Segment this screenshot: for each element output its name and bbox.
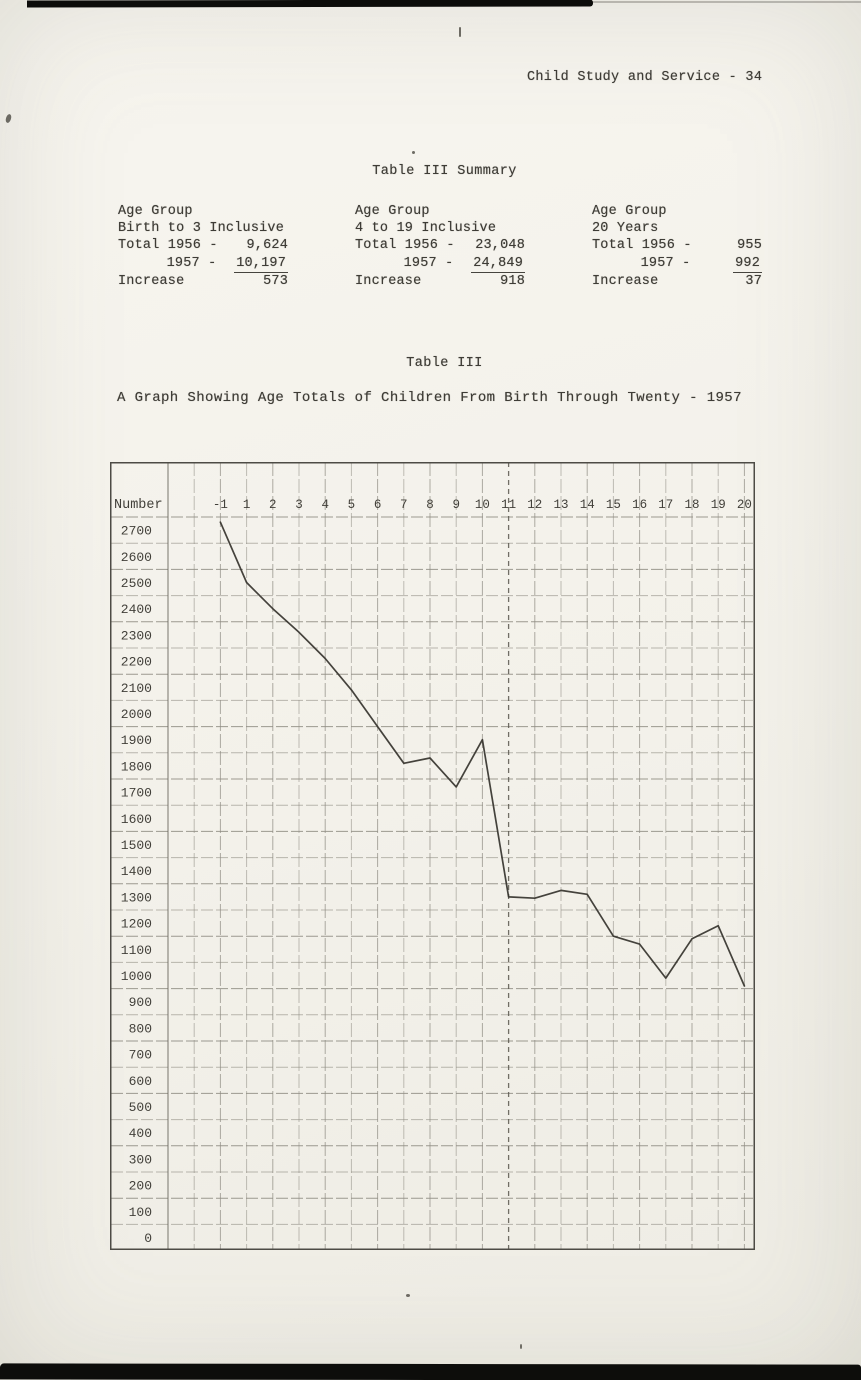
x-tick-label: 20 (737, 498, 752, 512)
y-tick-label: 300 (129, 1152, 152, 1167)
y-tick-label: 1800 (121, 759, 152, 774)
ink-speck (520, 1344, 522, 1349)
data-series (219, 521, 746, 987)
graph-svg: 2700260025002400230022002100200019001800… (110, 462, 755, 1250)
x-tick-label: 18 (684, 498, 699, 512)
x-tick-label: 4 (321, 498, 329, 512)
y-tick-label: 2300 (121, 628, 152, 643)
x-tick-label: 1 (243, 498, 251, 512)
y-tick-label: 1700 (121, 786, 152, 801)
y-tick-label: 2500 (121, 576, 152, 591)
group-heading: Age Group (118, 204, 193, 219)
age-totals-line (219, 521, 746, 987)
summary-group-birth-to-3: Age Group Birth to 3 Inclusive Total 195… (118, 203, 288, 290)
y-axis-title-label: Number (114, 498, 163, 513)
y-tick-label: 700 (129, 1048, 152, 1063)
y-tick-label: 900 (129, 995, 152, 1010)
y-tick-label: 0 (144, 1231, 152, 1246)
group-subheading: Birth to 3 Inclusive (118, 221, 285, 237)
y-tick-label: 2600 (121, 550, 152, 565)
y-tick-label: 1500 (121, 838, 152, 853)
chart-border (110, 462, 755, 1250)
y-tick-label: 100 (129, 1205, 152, 1220)
summary-group-4-to-19: Age Group 4 to 19 Inclusive Total 1956 -… (355, 203, 525, 290)
scan-artifact-bottom-bar (0, 1363, 861, 1380)
y-tick-label: 500 (129, 1100, 152, 1115)
y-tick-label: 1400 (121, 864, 152, 879)
x-tick-label: 12 (527, 498, 542, 512)
age-totals-graph: 2700 2600 2500 2400 2300 2200 2100 2000 1900 1800… (110, 462, 755, 1250)
grid-lines (111, 462, 754, 1250)
scan-artifact-top-bar (27, 0, 593, 8)
group-heading: Age Group (592, 204, 667, 219)
ink-speck (406, 1294, 410, 1297)
ink-speck (412, 151, 415, 154)
x-tick-label: 14 (580, 498, 595, 512)
increase-row: Increase 37 (592, 273, 762, 289)
graph-caption: A Graph Showing Age Totals of Children F… (117, 390, 742, 406)
scan-artifact-top-line (592, 1, 861, 3)
y-tick-label: 1900 (121, 733, 152, 748)
x-tick-label: 11 (501, 498, 516, 512)
y-axis-labels: 2700260025002400230022002100200019001800… (121, 524, 152, 1246)
y-tick-label: 400 (129, 1126, 152, 1141)
ink-speck (4, 113, 13, 124)
x-tick-label: 15 (606, 498, 621, 512)
x-tick-label: 7 (400, 498, 408, 512)
y-tick-label: 2400 (121, 602, 152, 617)
total-1956-row: Total 1956 - 9,624 (118, 238, 288, 254)
x-tick-label: 10 (475, 498, 490, 512)
summary-groups: Age Group Birth to 3 Inclusive Total 195… (118, 203, 829, 290)
total-1957-row: 1957 - 10,197 (118, 255, 288, 273)
y-tick-label: 800 (129, 1021, 152, 1036)
increase-row: Increase 573 (118, 273, 288, 289)
x-tick-label: 9 (452, 498, 460, 512)
group-heading: Age Group (355, 204, 430, 219)
total-1956-row: Total 1956 - 955 (592, 238, 762, 254)
y-tick-label: 2100 (121, 681, 152, 696)
y-tick-label: 1100 (121, 943, 152, 958)
page-header: Child Study and Service - 34 (527, 70, 763, 85)
summary-title: Table III Summary (372, 164, 517, 179)
x-tick-label: 8 (426, 498, 434, 512)
y-tick-label: 2700 (121, 524, 152, 539)
y-tick-label: 2000 (121, 707, 152, 722)
y-tick-label: 1200 (121, 917, 152, 932)
y-tick-label: 200 (129, 1179, 152, 1194)
y-tick-label: 2200 (121, 655, 152, 670)
increase-row: Increase 918 (355, 273, 525, 289)
x-tick-label: 16 (632, 498, 647, 512)
x-tick-label: 2 (269, 498, 277, 512)
y-tick-label: 1600 (121, 812, 152, 827)
ink-speck (459, 27, 461, 37)
y-tick-label: 1000 (121, 969, 152, 984)
y-tick-label: 1300 (121, 890, 152, 905)
x-tick-label: 6 (374, 498, 382, 512)
x-tick-label: 5 (348, 498, 356, 512)
x-tick-label: 3 (295, 498, 303, 512)
total-1957-row: 1957 - 992 (592, 255, 762, 273)
group-subheading: 4 to 19 Inclusive (355, 221, 497, 237)
summary-group-20-years: Age Group 20 Years Total 1956 - 955 1957… (592, 203, 762, 290)
total-1956-row: Total 1956 - 23,048 (355, 238, 525, 254)
table3-title: Table III (406, 356, 483, 371)
x-tick-label: 17 (658, 498, 673, 512)
y-axis-title: Number (114, 498, 163, 513)
y-tick-label: 600 (129, 1074, 152, 1089)
x-tick-label: 13 (553, 498, 568, 512)
x-tick-label: 19 (711, 498, 726, 512)
total-1957-row: 1957 - 24,849 (355, 255, 525, 273)
group-subheading: 20 Years (592, 221, 659, 237)
x-axis-labels: -1 1 2 3 4 5 6 7 8 9 10 11 12 13 14 15 16 17 18 19 20 (213, 498, 752, 512)
x-tick-label: -1 (213, 498, 228, 512)
